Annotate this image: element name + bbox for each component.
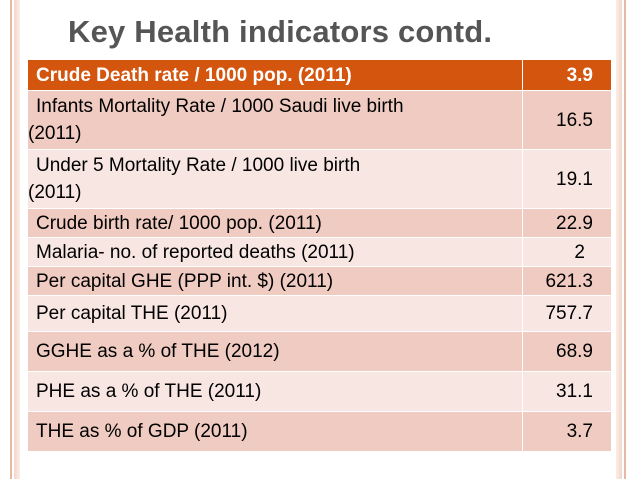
indicator-label-line1: Infants Mortality Rate / 1000 Saudi live…	[36, 96, 404, 117]
left-border-decoration	[14, 0, 20, 479]
table-row: Infants Mortality Rate / 1000 Saudi live…	[27, 90, 612, 150]
right-border-decoration	[616, 0, 622, 479]
indicator-value: 3.7	[522, 411, 612, 452]
indicator-label: GGHE as a % of THE (2012)	[27, 331, 523, 372]
indicator-label-line2: (2011)	[28, 123, 82, 144]
indicator-value: 3.9	[522, 59, 612, 91]
health-indicators-table: Crude Death rate / 1000 pop. (2011) 3.9 …	[27, 59, 612, 452]
indicator-label: Per capital THE (2011)	[27, 295, 523, 332]
indicator-value: 757.7	[522, 295, 612, 332]
table-row: THE as % of GDP (2011) 3.7	[27, 411, 612, 452]
table-row: Per capital THE (2011) 757.7	[27, 295, 612, 332]
indicator-label: PHE as a % of THE (2011)	[27, 371, 523, 412]
table-row: Crude Death rate / 1000 pop. (2011) 3.9	[27, 59, 612, 91]
indicator-label: Under 5 Mortality Rate / 1000 live birth…	[27, 149, 523, 209]
indicator-label: Crude birth rate/ 1000 pop. (2011)	[27, 208, 523, 238]
indicator-value: 31.1	[522, 371, 612, 412]
indicator-value: 22.9	[522, 208, 612, 238]
indicator-value: 16.5	[522, 90, 612, 150]
indicator-label: Per capital GHE (PPP int. $) (2011)	[27, 266, 523, 296]
indicator-value: 19.1	[522, 149, 612, 209]
indicator-label: Malaria- no. of reported deaths (2011)	[27, 237, 523, 267]
indicator-label: Infants Mortality Rate / 1000 Saudi live…	[27, 90, 523, 150]
indicator-value: 621.3	[522, 266, 612, 296]
indicator-label-line1: Under 5 Mortality Rate / 1000 live birth	[36, 155, 361, 176]
indicator-value: 68.9	[522, 331, 612, 372]
table-row: Crude birth rate/ 1000 pop. (2011) 22.9	[27, 208, 612, 238]
slide-title: Key Health indicators contd.	[68, 14, 493, 49]
table-row: Per capital GHE (PPP int. $) (2011) 621.…	[27, 266, 612, 296]
table-row: Under 5 Mortality Rate / 1000 live birth…	[27, 149, 612, 209]
indicator-value: 2	[522, 237, 612, 267]
slide-frame	[10, 0, 626, 479]
table-row: GGHE as a % of THE (2012) 68.9	[27, 331, 612, 372]
table-row: PHE as a % of THE (2011) 31.1	[27, 371, 612, 412]
indicator-label: Crude Death rate / 1000 pop. (2011)	[27, 59, 523, 91]
indicator-label-line2: (2011)	[28, 182, 82, 203]
table-row: Malaria- no. of reported deaths (2011) 2	[27, 237, 612, 267]
indicator-label: THE as % of GDP (2011)	[27, 411, 523, 452]
